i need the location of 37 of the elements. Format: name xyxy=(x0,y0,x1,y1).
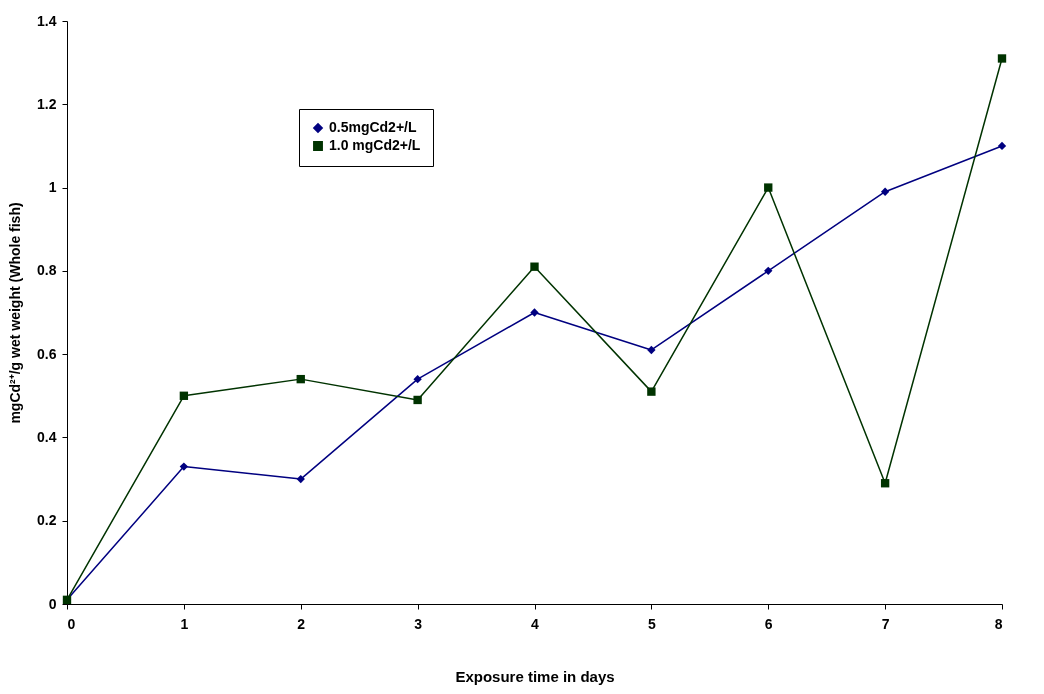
x-tick-label: 3 xyxy=(414,615,423,632)
point xyxy=(647,345,656,355)
legend-label: 0.5mgCd2+/L xyxy=(329,119,417,135)
point xyxy=(179,462,189,471)
y-tick-label: 0.6 xyxy=(37,345,57,362)
point xyxy=(764,183,773,192)
x-tick-label: 0 xyxy=(67,615,76,632)
point xyxy=(530,308,539,317)
point xyxy=(296,374,305,384)
x-tick-label: 4 xyxy=(531,615,540,632)
point xyxy=(880,479,890,488)
point xyxy=(764,266,773,276)
y-tick-label: 0.4 xyxy=(37,428,57,445)
y-tick-label: 0 xyxy=(48,595,57,612)
x-tick-label: 7 xyxy=(881,615,890,632)
point xyxy=(530,262,539,271)
y-tick-label: 0.2 xyxy=(37,512,57,529)
point xyxy=(179,391,189,400)
x-tick-label: 6 xyxy=(764,615,773,632)
x-tick-label: 8 xyxy=(994,615,1003,632)
x-tick-label: 2 xyxy=(297,615,306,632)
x-tick-label: 1 xyxy=(180,615,189,632)
point xyxy=(296,474,305,484)
point xyxy=(413,374,422,384)
x-tick-label: 5 xyxy=(647,615,656,632)
y-tick-label: 0.8 xyxy=(37,262,57,279)
y-tick-label: 1.2 xyxy=(37,95,57,112)
point xyxy=(997,141,1007,151)
point xyxy=(880,187,890,196)
y-tick-label: 1 xyxy=(48,179,57,196)
point xyxy=(647,387,656,396)
y-axis-title: mgCd²⁺/g wet weight (Whole fish) xyxy=(7,202,24,424)
legend-label: 1.0 mgCd2+/L xyxy=(329,137,421,153)
point xyxy=(413,395,422,405)
y-tick-label: 1.4 xyxy=(37,12,57,29)
x-axis-title: Exposure time in days xyxy=(455,667,615,685)
point xyxy=(997,54,1007,63)
